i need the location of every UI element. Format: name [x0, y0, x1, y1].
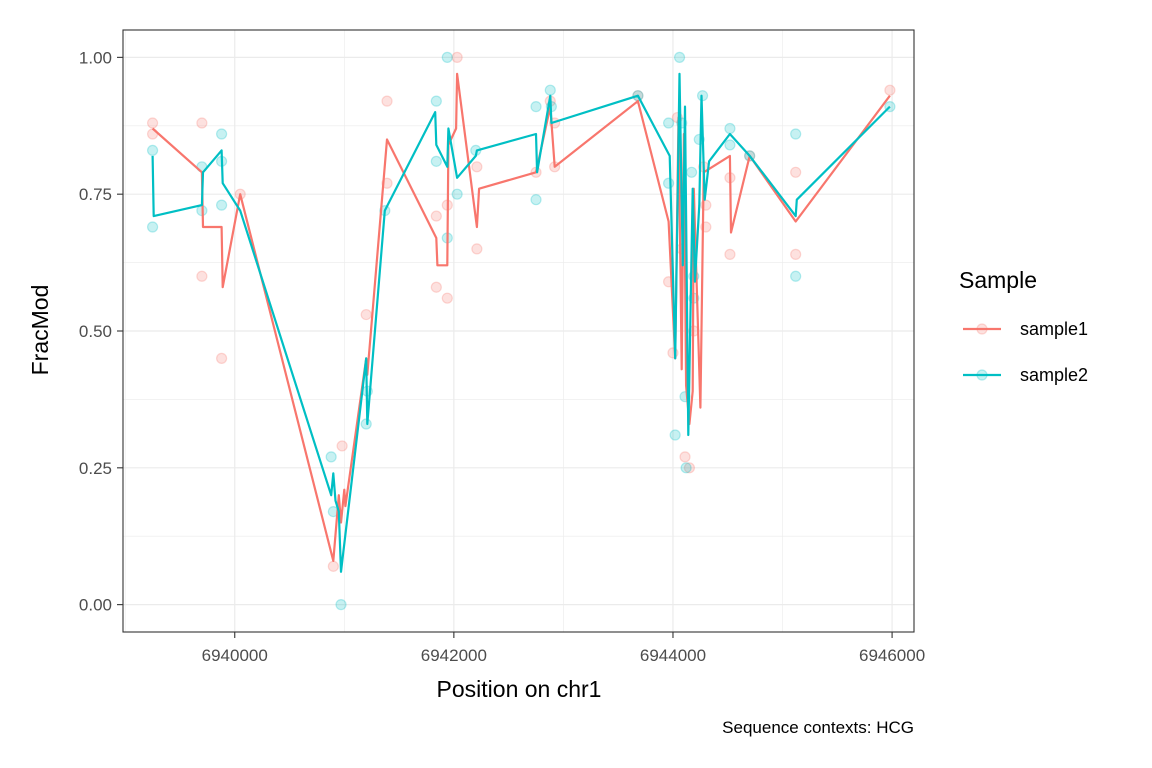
x-tick-label: 6940000 [202, 646, 268, 665]
data-point [146, 117, 159, 129]
data-point [530, 101, 542, 113]
data-point [146, 221, 159, 233]
data-point [790, 166, 802, 178]
x-axis: 6940000 6942000 6944000 6946000 [202, 632, 925, 665]
data-point [335, 599, 347, 611]
y-axis-title: FracMod [27, 285, 53, 376]
data-point [430, 155, 442, 167]
data-point [790, 270, 802, 282]
data-point [381, 95, 393, 107]
data-point [790, 128, 802, 140]
data-point [216, 128, 228, 140]
data-point [451, 188, 463, 200]
data-point [669, 429, 681, 441]
data-point [544, 84, 556, 96]
legend-label: sample1 [1020, 319, 1088, 339]
legend-key-point [976, 323, 988, 335]
data-point [679, 451, 691, 463]
data-point [471, 161, 483, 173]
data-point [430, 281, 442, 293]
data-point [724, 139, 736, 151]
x-tick-label: 6944000 [640, 646, 706, 665]
data-point [662, 177, 675, 189]
data-point [336, 440, 348, 452]
data-point [471, 243, 483, 255]
data-point [441, 51, 453, 63]
data-point [216, 199, 228, 211]
x-tick-label: 6942000 [421, 646, 487, 665]
legend-key-point [976, 369, 988, 381]
data-point [451, 51, 463, 63]
data-point [680, 462, 692, 474]
legend-title: Sample [959, 267, 1037, 293]
legend-label: sample2 [1020, 365, 1088, 385]
y-axis: 0.00 0.25 0.50 0.75 1.00 [79, 48, 123, 615]
legend: Sample sample1 sample2 [959, 267, 1088, 385]
y-tick-label: 0.50 [79, 322, 112, 341]
x-axis-title: Position on chr1 [437, 676, 602, 702]
legend-item-sample2: sample2 [963, 365, 1088, 385]
series-layer [146, 51, 896, 611]
data-point [530, 194, 542, 206]
y-tick-label: 0.00 [79, 596, 112, 615]
data-point [724, 122, 736, 135]
data-point [327, 560, 339, 572]
data-point [662, 117, 675, 129]
data-point [430, 95, 442, 107]
data-point [683, 462, 696, 474]
x-tick-label: 6946000 [859, 646, 925, 665]
series-line-sample2 [151, 72, 891, 573]
data-point [325, 451, 337, 463]
data-point [146, 144, 159, 156]
y-tick-label: 0.25 [79, 459, 112, 478]
chart-caption: Sequence contexts: HCG [722, 718, 914, 737]
data-point [196, 117, 208, 129]
data-point [216, 352, 228, 364]
data-point [884, 84, 896, 96]
data-point [360, 308, 372, 321]
data-point [441, 292, 453, 304]
data-point [724, 248, 736, 260]
legend-items: sample1 sample2 [963, 319, 1088, 385]
y-tick-label: 0.75 [79, 185, 112, 204]
data-point [196, 270, 208, 282]
legend-item-sample1: sample1 [963, 319, 1088, 339]
data-point [667, 347, 679, 359]
y-tick-label: 1.00 [79, 48, 112, 67]
data-point [790, 248, 802, 260]
data-point [673, 51, 686, 63]
data-point [430, 210, 442, 222]
data-point [685, 166, 698, 178]
